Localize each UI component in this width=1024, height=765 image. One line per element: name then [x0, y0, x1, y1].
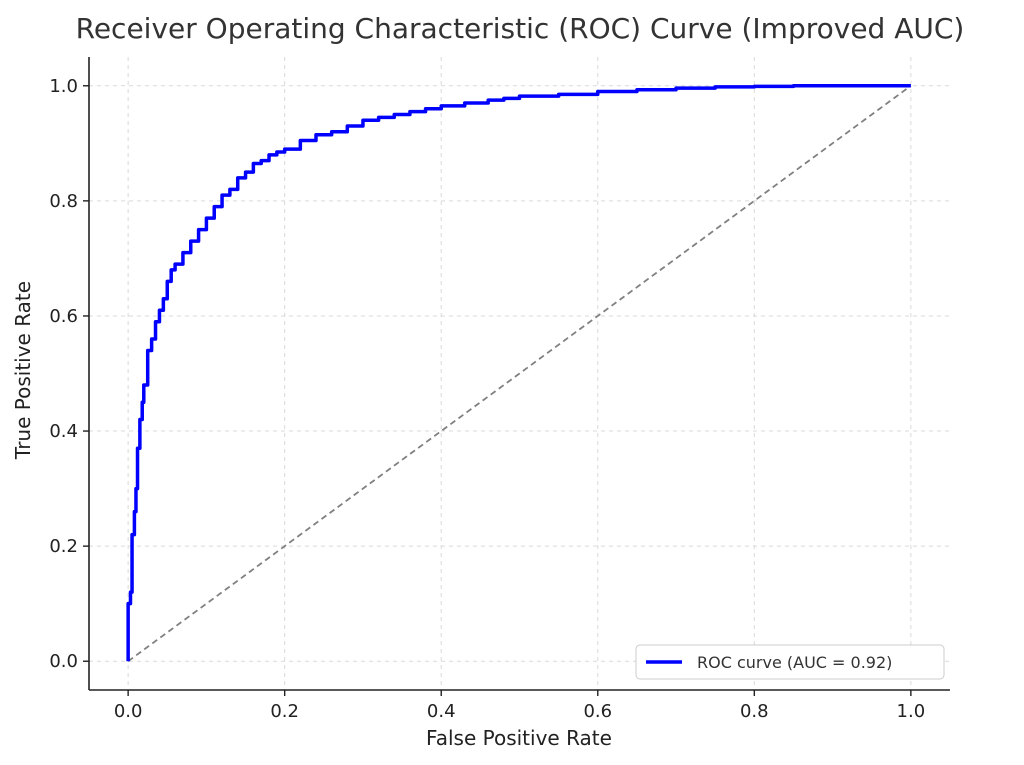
y-tick-label-4: 0.8 — [49, 191, 78, 212]
y-axis-label: True Positive Rate — [11, 281, 35, 460]
axes-layer — [88, 57, 950, 691]
y-tick-label-5: 1.0 — [49, 76, 78, 97]
legend: ROC curve (AUC = 0.92) — [635, 644, 945, 680]
y-tick-label-0: 0.0 — [49, 651, 78, 672]
y-tick-label-1: 0.2 — [49, 536, 78, 557]
x-tick-label-4: 0.8 — [740, 701, 769, 722]
series-reference-diagonal-line — [127, 85, 912, 662]
y-tick-label-3: 0.6 — [49, 306, 78, 327]
grid-layer — [89, 57, 950, 690]
x-tick-label-2: 0.4 — [427, 701, 456, 722]
ticks-layer: 0.0 0.2 0.4 0.6 0.8 1.0 0.0 0.2 0.4 0.6 0.8 1.0 — [49, 76, 925, 722]
roc-curve-layer — [126, 84, 911, 662]
y-tick-label-2: 0.4 — [49, 421, 78, 442]
x-axis-label: False Positive Rate — [426, 726, 612, 750]
series-roc-curve-line — [126, 84, 911, 662]
chart-title: Receiver Operating Characteristic (ROC) … — [76, 12, 965, 45]
x-tick-label-3: 0.6 — [583, 701, 612, 722]
x-tick-label-0: 0.0 — [114, 701, 143, 722]
legend-label-roc-curve: ROC curve (AUC = 0.92) — [697, 653, 892, 672]
x-tick-label-1: 0.2 — [270, 701, 299, 722]
reference-diagonal-layer — [127, 85, 912, 662]
x-tick-label-5: 1.0 — [897, 701, 926, 722]
legend-box — [635, 644, 945, 680]
